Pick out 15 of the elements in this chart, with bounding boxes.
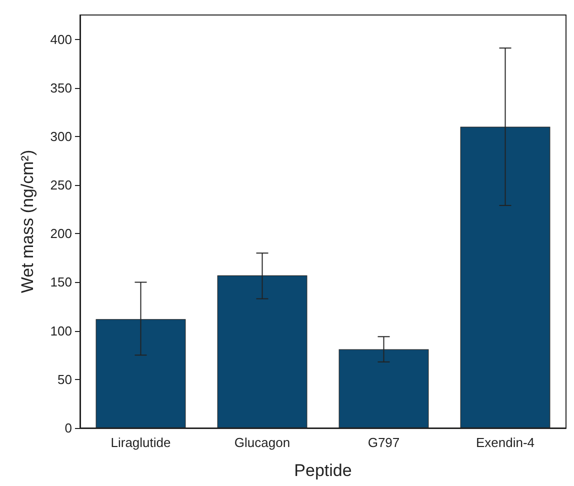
y-tick-label: 50: [58, 372, 72, 387]
y-tick-label: 250: [50, 178, 72, 193]
x-tick-label: Liraglutide: [110, 435, 171, 450]
x-tick-label: G797: [368, 435, 400, 450]
x-tick-label: Exendin-4: [476, 435, 535, 450]
y-axis-title: Wet mass (ng/cm²): [18, 150, 37, 294]
x-axis-title: Peptide: [294, 461, 352, 480]
y-tick-label: 0: [64, 420, 72, 436]
y-tick-label: 100: [50, 323, 72, 338]
y-tick-label: 200: [50, 226, 72, 242]
y-tick-label: 400: [50, 32, 72, 47]
y-tick-label: 150: [50, 274, 72, 290]
x-tick-label: Glucagon: [234, 435, 290, 450]
y-tick-label: 350: [50, 80, 72, 96]
y-tick-label: 300: [50, 128, 72, 144]
